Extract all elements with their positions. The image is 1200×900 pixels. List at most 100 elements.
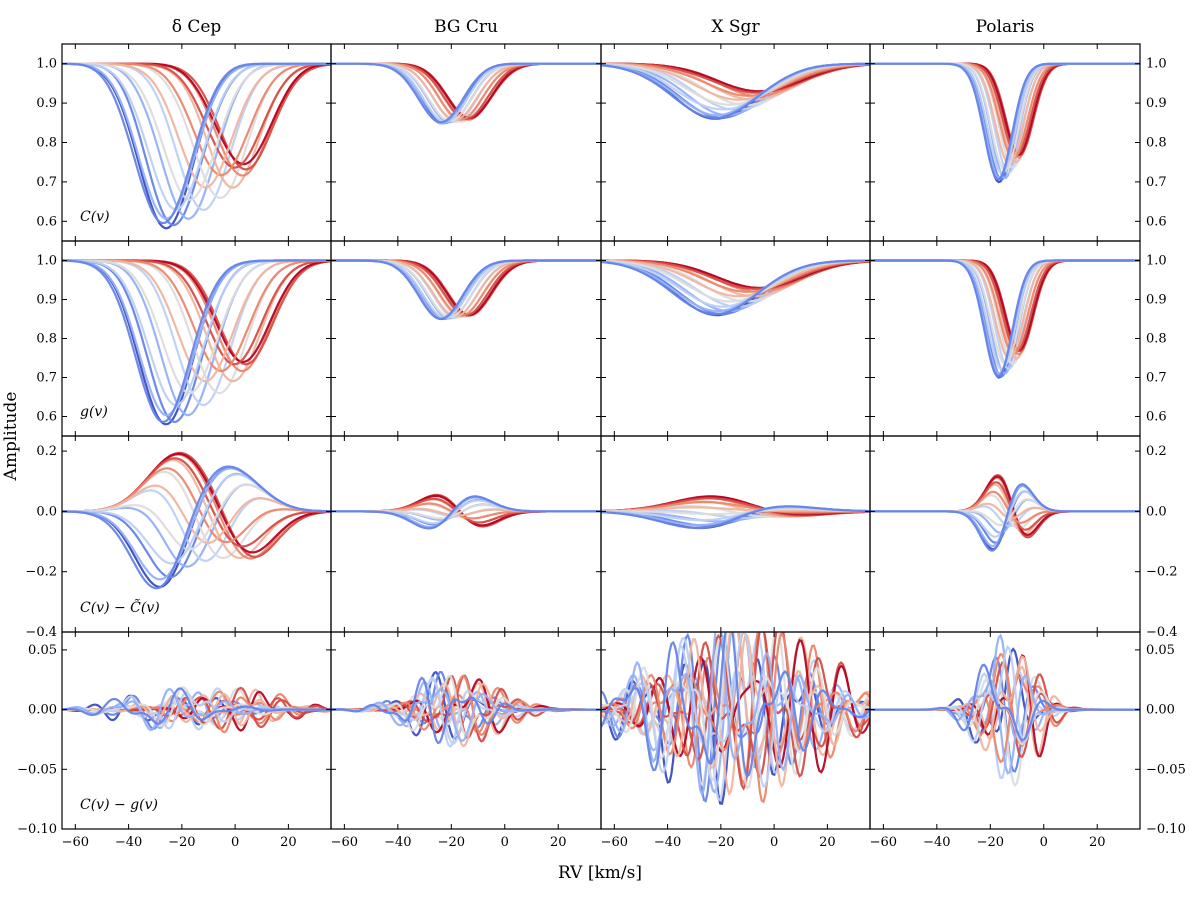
series-line (601, 259, 870, 316)
y-tick-label: −0.10 (17, 822, 57, 837)
series-line (331, 62, 601, 121)
x-tick-label: 20 (280, 835, 297, 850)
series-line (331, 62, 601, 121)
series-line (62, 687, 331, 725)
x-tick-label: −40 (654, 835, 681, 850)
y-tick-label: 0.7 (36, 371, 57, 386)
series-line (331, 259, 601, 317)
x-tick-label: 20 (1089, 835, 1106, 850)
panel-curves (62, 259, 331, 426)
series-line (62, 465, 331, 590)
y-tick-label: 1.0 (36, 57, 57, 72)
x-tick-label: 0 (501, 835, 509, 850)
x-tick-label: −40 (115, 835, 142, 850)
y-tick-label: −0.10 (1146, 822, 1186, 837)
y-tick-label: 1.0 (1146, 57, 1167, 72)
y-tick-label: 0.0 (36, 504, 57, 519)
x-tick-label: 0 (1040, 835, 1048, 850)
panel-frame (869, 631, 1141, 830)
y-tick-label: 0.8 (36, 332, 57, 347)
panel-frame (330, 43, 602, 242)
series-line (601, 62, 870, 97)
series-line (601, 259, 870, 298)
x-tick-label: −20 (438, 835, 465, 850)
y-tick-label: −0.4 (1146, 625, 1178, 640)
x-tick-label: 0 (770, 835, 778, 850)
series-line (601, 62, 870, 120)
panel-curves (601, 259, 870, 317)
y-tick-label: 1.0 (1146, 254, 1167, 269)
y-tick-label: 0.2 (36, 444, 57, 459)
series-line (601, 505, 870, 530)
x-tick-label: −20 (707, 835, 734, 850)
x-tick-label: −60 (331, 835, 358, 850)
y-tick-label: 0.8 (1146, 136, 1167, 151)
series-line (331, 259, 601, 317)
y-tick-label: −0.2 (1146, 565, 1178, 580)
series-line (601, 632, 870, 798)
panel-curves (62, 685, 331, 734)
y-tick-label: 0.7 (36, 175, 57, 190)
series-line (870, 259, 1140, 356)
series-line (331, 495, 601, 530)
panel-curves (62, 451, 331, 590)
y-tick-label: 0.6 (1146, 410, 1167, 425)
column-title: BG Cru (434, 17, 498, 37)
y-tick-label: 0.05 (28, 643, 57, 658)
column-title: δ Cep (172, 17, 222, 37)
series-line (331, 62, 601, 124)
series-line (601, 62, 870, 101)
y-tick-label: 0.6 (1146, 214, 1167, 229)
y-tick-label: 0.9 (1146, 293, 1167, 308)
series-line (62, 62, 331, 225)
series-line (601, 633, 870, 797)
row-label: C(v) − C̃(v) (80, 598, 160, 616)
panel-curves (870, 62, 1140, 184)
series-line (331, 676, 601, 745)
panel-frame (869, 435, 1141, 633)
panel-curves (331, 670, 601, 748)
x-tick-label: 20 (550, 835, 567, 850)
x-tick-label: −60 (62, 835, 89, 850)
row-label: C(v) (80, 209, 110, 225)
panel-curves (870, 259, 1140, 379)
y-axis-title: Amplitude (1, 392, 21, 482)
series-line (870, 663, 1140, 742)
series-line (331, 259, 601, 317)
x-tick-label: −20 (168, 835, 195, 850)
x-tick-label: −20 (977, 835, 1004, 850)
series-line (331, 62, 601, 120)
panel-curves (331, 493, 601, 530)
series-line (62, 62, 331, 189)
panel-frame (600, 435, 871, 633)
series-line (331, 62, 601, 120)
panel-curves (331, 62, 601, 125)
panel-frame (330, 631, 602, 830)
panel-curves (62, 62, 331, 230)
column-title: Polaris (976, 17, 1035, 37)
row-label: g(v) (80, 404, 108, 420)
y-tick-label: 0.8 (1146, 332, 1167, 347)
panel-curves (601, 62, 870, 120)
y-tick-label: 0.6 (36, 214, 57, 229)
x-tick-label: −40 (384, 835, 411, 850)
row-label: C(v) − g(v) (80, 797, 158, 813)
y-tick-label: 0.0 (1146, 504, 1167, 519)
x-tick-label: −40 (923, 835, 950, 850)
x-axis-title: RV [km/s] (558, 863, 642, 883)
y-tick-label: 0.9 (36, 293, 57, 308)
series-line (870, 259, 1140, 378)
series-line (870, 483, 1140, 552)
y-tick-label: 0.9 (1146, 96, 1167, 111)
y-tick-label: 0.6 (36, 410, 57, 425)
series-line (331, 62, 601, 121)
y-tick-label: −0.05 (17, 762, 57, 777)
series-line (331, 259, 601, 317)
x-tick-label: 20 (819, 835, 836, 850)
y-tick-label: 0.8 (36, 136, 57, 151)
y-tick-label: 0.00 (1146, 703, 1175, 718)
y-tick-label: 0.7 (1146, 371, 1167, 386)
y-tick-label: 0.00 (28, 703, 57, 718)
panel-frame (330, 240, 602, 437)
